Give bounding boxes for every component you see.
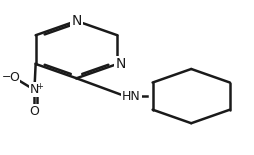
- Text: N: N: [30, 83, 39, 96]
- Text: +: +: [37, 82, 43, 91]
- Text: N: N: [115, 57, 125, 71]
- Text: O: O: [29, 105, 39, 118]
- Text: HN: HN: [121, 90, 140, 103]
- Text: O: O: [9, 71, 19, 84]
- Text: N: N: [71, 14, 81, 28]
- Text: −: −: [2, 72, 11, 82]
